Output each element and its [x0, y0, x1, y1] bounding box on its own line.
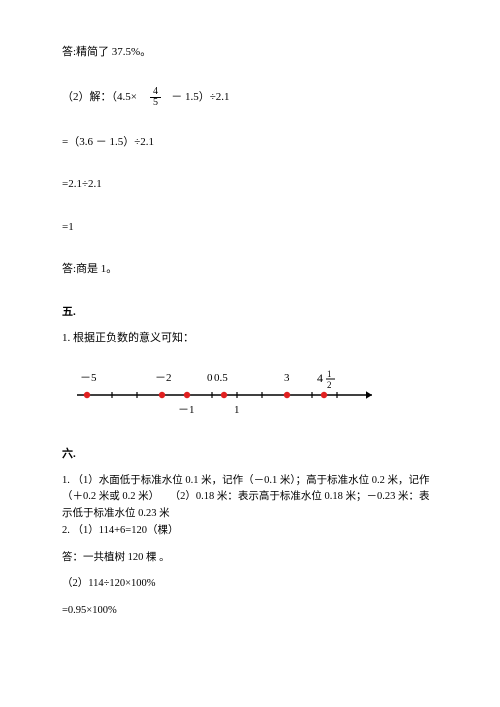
- section-6-heading: 六.: [62, 446, 438, 463]
- svg-text:1: 1: [234, 404, 240, 416]
- svg-text:1: 1: [327, 369, 332, 379]
- step-3: =1: [62, 219, 438, 236]
- section-5-heading: 五.: [62, 304, 438, 321]
- answer-2: 答:商是 1。: [62, 261, 438, 278]
- section-6-line-2-1: 2. （1）114+6=120（棵）: [62, 523, 438, 540]
- prob2-suffix: － 1.5）÷2.1: [171, 91, 229, 103]
- fraction-denominator: 5: [150, 98, 161, 108]
- svg-text:0.5: 0.5: [214, 372, 228, 384]
- section-6-paragraph-1: 1. （1）水面低于标准水位 0.1 米，记作（－0.1 米）；高于标准水位 0…: [62, 473, 438, 523]
- section-6-line-2-2: （2）114÷120×100%: [62, 576, 438, 593]
- svg-text:2: 2: [327, 380, 332, 390]
- svg-text:－1: －1: [178, 404, 195, 416]
- svg-text:4: 4: [317, 371, 323, 385]
- svg-text:3: 3: [284, 372, 290, 384]
- section-6-answer: 答：一共植树 120 棵 。: [62, 550, 438, 567]
- fraction-numerator: 4: [150, 87, 161, 98]
- problem-2-expression: （2）解：（4.5× 4 5 － 1.5）÷2.1: [62, 87, 438, 108]
- section-6-line-2-3: =0.95×100%: [62, 603, 438, 620]
- prob2-fraction: 4 5: [150, 87, 161, 108]
- step-1: =（3.6 － 1.5）÷2.1: [62, 134, 438, 151]
- answer-1: 答:精简了 37.5%。: [62, 44, 438, 61]
- step-2: =2.1÷2.1: [62, 176, 438, 193]
- svg-text:－2: －2: [155, 372, 172, 384]
- svg-text:－5: －5: [80, 372, 97, 384]
- svg-text:0: 0: [207, 372, 213, 384]
- number-line: －5－2－100.513412: [62, 365, 438, 429]
- number-line-svg: －5－2－100.513412: [62, 365, 382, 423]
- prob2-prefix: （2）解：（4.5×: [62, 91, 137, 103]
- section-5-text: 1. 根据正负数的意义可知：: [62, 330, 438, 347]
